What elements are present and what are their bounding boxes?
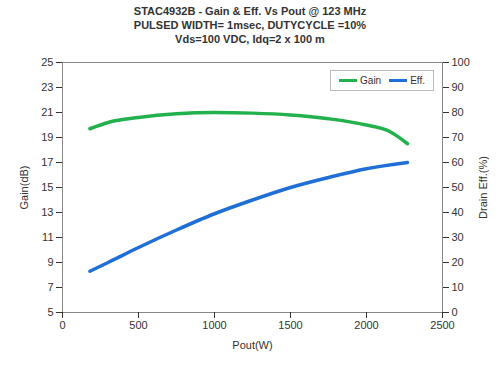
svg-text:2500: 2500 [430, 319, 454, 331]
svg-text:1000: 1000 [202, 319, 226, 331]
html-text:Eff.: Eff. [410, 75, 425, 86]
svg-text:0: 0 [59, 319, 65, 331]
svg-text:10: 10 [452, 281, 464, 293]
svg-text:90: 90 [452, 81, 464, 93]
svg-text:9: 9 [47, 256, 53, 268]
svg-text:60: 60 [452, 156, 464, 168]
svg-text:70: 70 [452, 131, 464, 143]
svg-text:21: 21 [41, 106, 53, 118]
svg-text:25: 25 [41, 56, 53, 68]
svg-text:13: 13 [41, 206, 53, 218]
svg-text:0: 0 [452, 306, 458, 318]
svg-text:80: 80 [452, 106, 464, 118]
html-text:STAC4932B - Gain & Eff. Vs Pou: STAC4932B - Gain & Eff. Vs Pout @ 123 MH… [133, 5, 367, 17]
svg-text:40: 40 [452, 206, 464, 218]
svg-text:15: 15 [41, 181, 53, 193]
svg-text:2000: 2000 [354, 319, 378, 331]
html-text:Gain: Gain [360, 75, 382, 86]
html-text:PULSED WIDTH= 1msec, DUTYCYCLE: PULSED WIDTH= 1msec, DUTYCYCLE =10% Vds=… [133, 19, 367, 45]
svg-text:Gain(dB): Gain(dB) [18, 165, 30, 209]
svg-text:1500: 1500 [278, 319, 302, 331]
svg-text:17: 17 [41, 156, 53, 168]
svg-text:20: 20 [452, 256, 464, 268]
svg-text:30: 30 [452, 231, 464, 243]
svg-text:19: 19 [41, 131, 53, 143]
svg-text:5: 5 [47, 306, 53, 318]
svg-text:500: 500 [129, 319, 147, 331]
svg-text:Drain Eff.(%): Drain Eff.(%) [477, 156, 489, 219]
svg-text:100: 100 [452, 56, 470, 68]
svg-text:23: 23 [41, 81, 53, 93]
svg-text:11: 11 [42, 231, 53, 243]
svg-text:7: 7 [47, 281, 53, 293]
svg-text:50: 50 [452, 181, 464, 193]
svg-text:Pout(W): Pout(W) [232, 339, 272, 351]
